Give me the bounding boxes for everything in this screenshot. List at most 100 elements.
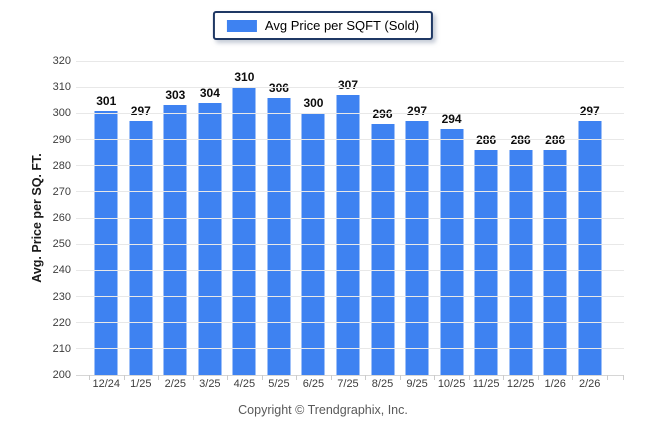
gridline (76, 243, 624, 245)
x-axis-tick-label: 5/25 (268, 378, 290, 390)
y-axis-tick-label: 280 (52, 159, 71, 172)
y-axis-tick-label: 240 (52, 264, 71, 277)
y-axis-tick-label: 250 (52, 238, 71, 251)
x-axis-tick-label: 2/25 (164, 378, 187, 390)
bar-12-25 (509, 149, 533, 375)
x-axis-tick (227, 375, 229, 380)
gridline (76, 60, 624, 62)
x-axis-tick (261, 375, 263, 380)
y-axis-tick-label: 270 (52, 185, 71, 198)
x-axis-tick (192, 375, 194, 380)
x-axis-tick-label: 3/25 (199, 378, 221, 390)
y-axis-tick-label: 220 (52, 316, 71, 329)
x-axis-tick-label: 2/26 (578, 378, 601, 390)
bar-11-25 (474, 149, 498, 375)
bar-value-label: 300 (303, 96, 324, 111)
gridline (76, 86, 624, 88)
bar-2-26 (578, 121, 602, 375)
x-axis-tick-label: 4/25 (233, 378, 256, 390)
x-axis-tick (365, 375, 367, 380)
bar-slot: 286 (469, 61, 504, 375)
bar-1-26 (543, 149, 567, 375)
bar-slot: 310 (227, 61, 262, 375)
x-axis-tick (123, 375, 125, 380)
bar-slot: 297 (400, 61, 435, 375)
bar-slot: 307 (331, 61, 366, 375)
gridline (76, 322, 624, 324)
bar-9-25 (405, 121, 429, 375)
x-axis-tick-label: 8/25 (371, 378, 394, 390)
bar-value-label: 303 (165, 88, 186, 103)
bar-slot: 294 (434, 61, 469, 375)
x-axis-tick-label: 11/25 (472, 378, 500, 390)
x-axis-tick (158, 375, 160, 380)
x-axis-tick-label: 1/26 (544, 378, 566, 390)
bar-10-25 (440, 129, 464, 375)
y-axis-tick-label: 200 (52, 369, 71, 381)
legend-swatch (226, 19, 257, 32)
x-axis-tick-label: 9/25 (406, 378, 428, 390)
bar-value-label: 297 (130, 104, 151, 119)
x-axis-tick (572, 375, 574, 380)
gridline (76, 191, 624, 193)
bar-value-label: 297 (407, 104, 428, 119)
x-axis-tick (399, 375, 401, 380)
x-axis-tick-label: 12/24 (92, 378, 121, 390)
x-axis-tick-label: 12/25 (506, 378, 535, 390)
bar-7-25 (336, 95, 360, 375)
y-axis-tick-label: 320 (52, 55, 71, 67)
x-axis-tick (537, 375, 539, 380)
gridline (76, 217, 624, 219)
bar-slot: 303 (158, 61, 193, 375)
bar-value-label: 301 (96, 93, 117, 108)
bar-slot: 304 (193, 61, 228, 375)
bar-slot: 306 (262, 61, 297, 375)
legend: Avg Price per SQFT (Sold) (212, 11, 434, 40)
bar-slot: 301 (89, 61, 124, 375)
x-axis-tick (89, 375, 90, 380)
gridline (76, 139, 624, 140)
x-axis-tick (503, 375, 505, 380)
gridline (76, 112, 624, 114)
y-axis-tick-label: 310 (52, 81, 71, 94)
x-axis-tick (296, 375, 298, 380)
y-axis-tick-label: 290 (52, 133, 71, 146)
gridline (76, 348, 624, 350)
x-axis-tick-label: 1/25 (130, 378, 152, 390)
plot-area: 3012973033043103063003072962972942862862… (53, 55, 624, 381)
y-axis-tick-label: 260 (52, 212, 71, 224)
y-axis-tick-label: 230 (52, 290, 71, 303)
bar-4-25 (232, 87, 256, 375)
bar-12-24 (94, 110, 118, 375)
x-axis-tick-label: 10/25 (437, 378, 466, 390)
bar-3-25 (198, 102, 222, 375)
y-axis-tick-label: 300 (52, 107, 71, 120)
gridline (76, 165, 624, 167)
legend-label: Avg Price per SQFT (Sold) (264, 18, 420, 33)
x-axis-tick-label: 6/25 (302, 378, 325, 390)
x-axis-tick (468, 375, 470, 380)
bar-8-25 (371, 123, 395, 375)
gridline (76, 296, 624, 297)
bar-value-label: 297 (579, 104, 600, 119)
gridline (76, 374, 624, 376)
bar-value-label: 310 (234, 70, 255, 85)
bar-slot: 297 (124, 61, 159, 375)
x-axis-tick (607, 375, 608, 380)
bar-value-label: 304 (199, 85, 220, 100)
x-axis-tick (434, 375, 436, 380)
bar-2-25 (163, 105, 187, 375)
x-axis-labels: 12/24 1/25 2/25 3/25 4/25 5/25 6/25 7/25 8/25 9/2… (89, 378, 607, 390)
y-axis-tick-label: 210 (52, 342, 71, 355)
bar-value-label: 294 (441, 112, 462, 127)
bar-5-25 (267, 97, 291, 375)
copyright-text: Copyright © Trendgraphix, Inc. (238, 403, 408, 417)
bar-slot: 297 (572, 61, 607, 375)
x-axis-tick (330, 375, 332, 380)
bars-band: 3012973033043103063003072962972942862862… (89, 61, 607, 375)
bar-value-label: 307 (337, 78, 358, 93)
x-axis-tick-label: 7/25 (337, 378, 359, 390)
x-axis-corner-tick (623, 375, 624, 380)
bar-1-25 (129, 121, 153, 375)
